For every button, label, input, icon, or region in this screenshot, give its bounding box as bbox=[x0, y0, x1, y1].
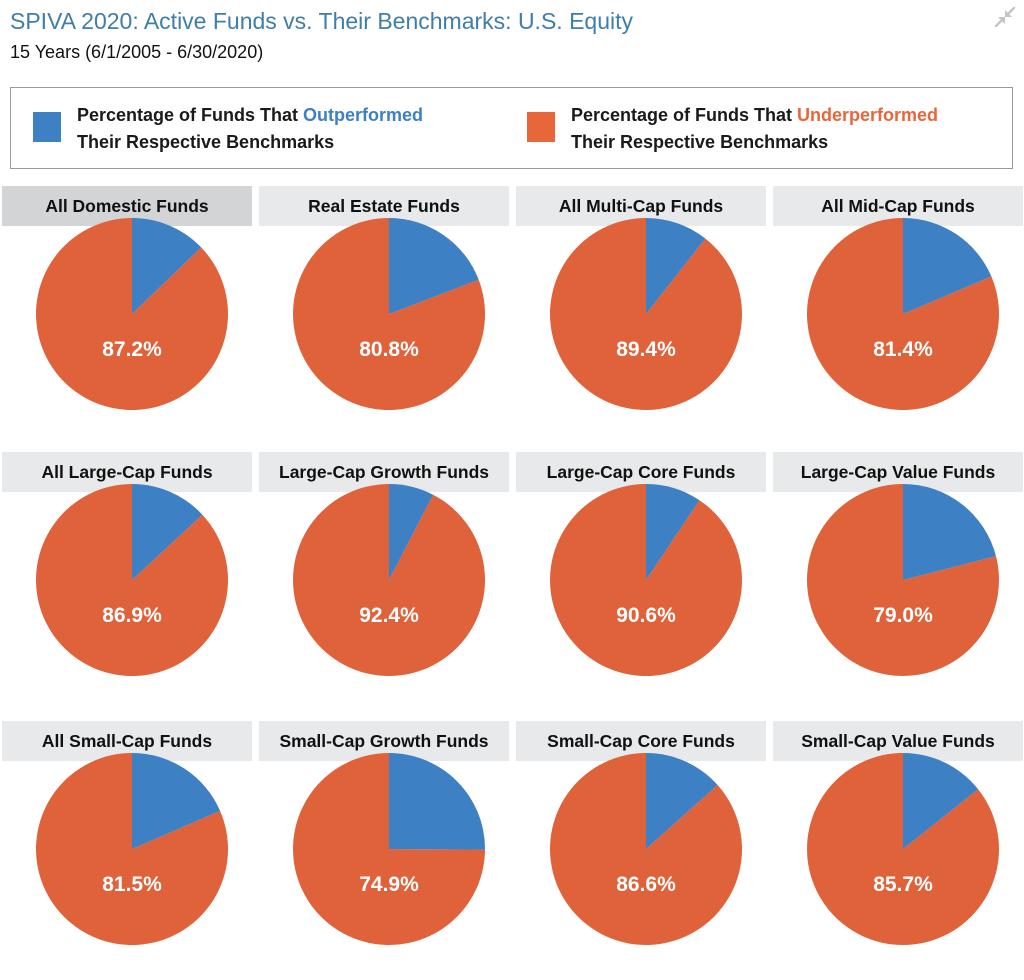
pie-slice-underperformed[interactable] bbox=[293, 753, 485, 945]
pie-panel: Large-Cap Core Funds 90.6% bbox=[516, 452, 766, 702]
pie-chart: 81.5% bbox=[35, 753, 228, 945]
legend-text-underperformed: Percentage of Funds That Underperformed … bbox=[571, 102, 938, 156]
pie-slice-outperformed[interactable] bbox=[132, 484, 203, 580]
pie-chart: 79.0% bbox=[806, 484, 999, 676]
pie-slice-underperformed[interactable] bbox=[550, 753, 743, 945]
pie-slice-underperformed[interactable] bbox=[806, 218, 999, 410]
chart-title: SPIVA 2020: Active Funds vs. Their Bench… bbox=[10, 8, 633, 34]
pie-chart: 86.9% bbox=[36, 484, 229, 676]
pie-chart: 81.4% bbox=[806, 218, 999, 410]
pie-panel: All Small-Cap Funds 81.5% bbox=[2, 721, 252, 971]
pie-slice-outperformed[interactable] bbox=[646, 484, 700, 580]
pie-value-label: 79.0% bbox=[873, 604, 933, 627]
pie-panel: All Mid-Cap Funds 81.4% bbox=[773, 186, 1023, 436]
legend-underperformed-highlight: Underperformed bbox=[797, 105, 939, 125]
legend-outperformed-prefix: Percentage of Funds That bbox=[77, 105, 304, 125]
pie-chart: 87.2% bbox=[35, 218, 228, 410]
pie-chart: 90.6% bbox=[550, 484, 743, 676]
legend-item-outperformed: Percentage of Funds That Outperformed Th… bbox=[33, 102, 423, 156]
legend-underperformed-line2: Their Respective Benchmarks bbox=[571, 132, 829, 152]
pie-slice-outperformed[interactable] bbox=[903, 753, 979, 849]
pie-slice-outperformed[interactable] bbox=[132, 218, 202, 314]
pie-panel: Small-Cap Value Funds 85.7% bbox=[773, 721, 1023, 971]
pie-slice-underperformed[interactable] bbox=[36, 484, 229, 676]
pie-slice-underperformed[interactable] bbox=[550, 484, 743, 676]
pie-chart: 74.9% bbox=[293, 753, 486, 945]
pie-slice-outperformed[interactable] bbox=[132, 753, 221, 849]
pie-slice-outperformed[interactable] bbox=[646, 753, 718, 849]
legend-outperformed-highlight: Outperformed bbox=[303, 105, 424, 125]
pie-slice-underperformed[interactable] bbox=[292, 484, 485, 676]
pie-slice-underperformed[interactable] bbox=[35, 753, 228, 945]
pie-panel: Small-Cap Core Funds 86.6% bbox=[516, 721, 766, 971]
pie-value-label: 90.6% bbox=[616, 604, 676, 627]
pie-chart: 86.6% bbox=[550, 753, 743, 945]
pie-chart: 80.8% bbox=[293, 218, 486, 410]
pie-slice-underperformed[interactable] bbox=[807, 753, 1000, 945]
pie-value-label: 85.7% bbox=[873, 873, 933, 896]
pie-panel: All Large-Cap Funds 86.9% bbox=[2, 452, 252, 702]
legend-swatch-outperformed bbox=[33, 112, 61, 142]
pie-chart: 85.7% bbox=[807, 753, 1000, 945]
pie-panel: All Domestic Funds 87.2% bbox=[2, 186, 252, 436]
pie-value-label: 81.5% bbox=[102, 873, 162, 896]
pie-panel: Small-Cap Growth Funds 74.9% bbox=[259, 721, 509, 971]
pie-slice-outperformed[interactable] bbox=[903, 484, 996, 580]
pie-panel: Large-Cap Growth Funds 92.4% bbox=[259, 452, 509, 702]
pie-value-label: 89.4% bbox=[616, 338, 676, 361]
pie-slice-outperformed[interactable] bbox=[389, 753, 486, 850]
pie-chart: 92.4% bbox=[292, 484, 485, 676]
pie-value-label: 80.8% bbox=[359, 338, 419, 361]
chart-subtitle: 15 Years (6/1/2005 - 6/30/2020) bbox=[10, 42, 264, 62]
pie-panel: All Multi-Cap Funds 89.4% bbox=[516, 186, 766, 436]
pie-panel: Real Estate Funds 80.8% bbox=[259, 186, 509, 436]
pie-chart: 89.4% bbox=[549, 217, 742, 410]
pie-value-label: 81.4% bbox=[873, 338, 933, 361]
pie-slice-outperformed[interactable] bbox=[389, 484, 434, 580]
legend-text-outperformed: Percentage of Funds That Outperformed Th… bbox=[77, 102, 423, 156]
pie-value-label: 86.6% bbox=[616, 873, 676, 896]
pie-panel-title[interactable]: Small-Cap Value Funds bbox=[773, 721, 1023, 761]
pie-panel: Large-Cap Value Funds 79.0% bbox=[773, 452, 1023, 702]
pie-slice-underperformed[interactable] bbox=[35, 218, 228, 410]
pie-panel-title[interactable]: All Small-Cap Funds bbox=[2, 721, 252, 761]
pie-slice-outperformed[interactable] bbox=[903, 218, 992, 314]
chart-legend: Percentage of Funds That Outperformed Th… bbox=[10, 87, 1013, 169]
legend-underperformed-prefix: Percentage of Funds That bbox=[571, 105, 798, 125]
pie-slice-outperformed[interactable] bbox=[389, 218, 479, 314]
pie-slice-underperformed[interactable] bbox=[549, 217, 742, 410]
pie-slice-underperformed[interactable] bbox=[806, 484, 999, 676]
legend-item-underperformed: Percentage of Funds That Underperformed … bbox=[527, 102, 938, 156]
collapse-arrows-icon[interactable] bbox=[994, 6, 1016, 28]
pie-value-label: 86.9% bbox=[102, 604, 162, 627]
pie-slice-outperformed[interactable] bbox=[646, 218, 706, 314]
legend-outperformed-line2: Their Respective Benchmarks bbox=[77, 132, 335, 152]
pie-value-label: 74.9% bbox=[359, 873, 419, 896]
legend-swatch-underperformed bbox=[527, 112, 555, 142]
pie-value-label: 87.2% bbox=[102, 338, 162, 361]
pie-value-label: 92.4% bbox=[359, 604, 419, 627]
pie-slice-underperformed[interactable] bbox=[293, 218, 486, 410]
